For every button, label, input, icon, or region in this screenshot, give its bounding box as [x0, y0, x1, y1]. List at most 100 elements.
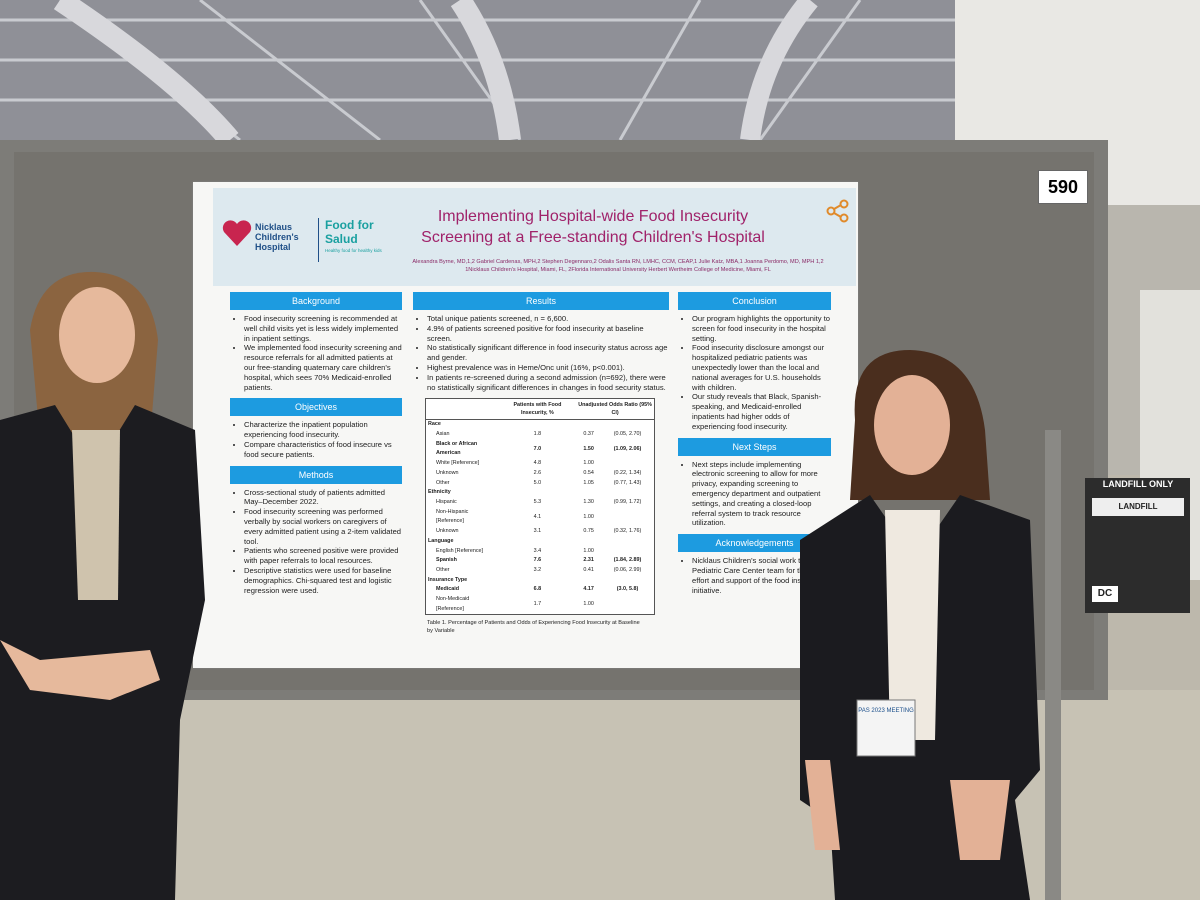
bullet-list: Food insecurity screening is recommended…: [230, 314, 402, 392]
bullet-item: Compare characteristics of food insecure…: [244, 440, 402, 460]
table-row: Spanish 7.6 2.31 (1.84, 2.89): [426, 556, 655, 566]
table-cell: Ethnicity: [428, 489, 451, 496]
bullet-item: Food insecurity disclosure amongst our h…: [692, 343, 831, 392]
badge-text: PAS 2023 MEETING: [858, 708, 914, 714]
table-cell: 1.00: [583, 460, 594, 467]
divider: [318, 218, 319, 262]
table-row: Unknown 2.6 0.54 (0.22, 1.34): [426, 469, 655, 479]
table-row: Non-Hispanic [Reference] 4.1 1.00: [426, 508, 655, 527]
authors: Alexandra Byrne, MD,1,2 Gabriel Cardenas…: [412, 259, 824, 265]
table-row: Medicaid 6.8 4.17 (3.0, 5.8): [426, 585, 655, 595]
table-cell: 6.8: [533, 586, 542, 593]
bullet-list: Next steps include implementing electron…: [678, 460, 831, 529]
table-cell: 1.00: [583, 547, 594, 554]
table-cell: 1.50: [583, 445, 594, 452]
table-cell: (0.77, 1.43): [613, 479, 642, 486]
bullet-list: Nicklaus Children's social work team and…: [678, 556, 831, 595]
food-tagline: Healthy food for healthy kids: [325, 248, 382, 253]
bullet-item: Descriptive statistics were used for bas…: [244, 566, 402, 595]
table-cell: (0.22, 1.34): [613, 469, 642, 476]
table-header: Patients with Food Insecurity, %: [498, 398, 577, 421]
table-cell: 0.54: [583, 469, 594, 476]
table-cell: (3.0, 5.8): [616, 586, 639, 593]
bullet-item: Highest prevalence was in Heme/Onc unit …: [427, 363, 669, 373]
table-row: Race: [426, 420, 655, 430]
table-cell: 7.6: [533, 557, 542, 564]
table-cell: Other: [436, 479, 450, 486]
heart-logo: [222, 220, 252, 246]
poster: Nicklaus Children's Hospital Food for Sa…: [193, 182, 858, 668]
table-row: Language: [426, 537, 655, 547]
table-row: Insurance Type: [426, 576, 655, 586]
table-cell: 4.8: [533, 460, 542, 467]
middle-column: Results Total unique patients screened, n…: [413, 286, 669, 635]
bullet-item: Total unique patients screened, n = 6,60…: [427, 314, 669, 324]
sign-landfill-only: LANDFILL ONLY: [1102, 479, 1174, 489]
food-logo: Food for Salud: [325, 218, 374, 246]
table-cell: 5.3: [533, 499, 542, 505]
bullet-item: We implemented food insecurity screening…: [244, 343, 402, 392]
table-cell: 2.31: [583, 557, 594, 564]
table-row: Hispanic 5.3 1.30 (0.99, 1.72): [426, 498, 655, 508]
table-caption: Table 1. Percentage of Patients and Odds…: [427, 620, 640, 635]
left-column: Background Food insecurity screening is r…: [230, 286, 402, 595]
table-cell: 4.17: [583, 586, 594, 593]
bullet-item: Food insecurity screening is recommended…: [244, 314, 402, 343]
table-cell: Hispanic: [436, 499, 457, 505]
affiliations: 1Nicklaus Children's Hospital, Miami, FL…: [465, 267, 771, 273]
table-cell: 1.30: [583, 499, 594, 505]
table-cell: Non-Medicaid [Reference]: [436, 596, 470, 612]
table-cell: White [Reference]: [436, 460, 480, 467]
section-heading: Acknowledgements: [678, 534, 831, 553]
table-row: English [Reference] 3.4 1.00: [426, 547, 655, 557]
table-cell: (0.05, 2.70): [613, 431, 642, 438]
booth-number: 590: [1038, 170, 1088, 204]
bullet-item: In patients re-screened during a second …: [427, 373, 669, 393]
table-cell: Other: [436, 566, 450, 573]
table-cell: 7.0: [533, 445, 542, 452]
bullet-item: Cross-sectional study of patients admitt…: [244, 488, 402, 508]
table-cell: 0.75: [583, 528, 594, 535]
table-cell: Unknown: [436, 528, 459, 535]
table-cell: 1.00: [583, 513, 594, 520]
section-heading: Methods: [230, 465, 402, 484]
bullet-list: Characterize the inpatient population ex…: [230, 420, 402, 459]
poster-title: Implementing Hospital-wide Food Insecuri…: [421, 208, 765, 246]
table-header-row: Patients with Food Insecurity, % Unadjust…: [425, 398, 655, 421]
table-row: Ethnicity: [426, 488, 655, 498]
table-cell: Race: [428, 421, 441, 428]
table-cell: 0.37: [583, 431, 594, 438]
table-header: [425, 398, 499, 421]
table-cell: Language: [428, 537, 454, 544]
right-column: Conclusion Our program highlights the opp…: [678, 286, 831, 595]
table-cell: 1.00: [583, 600, 594, 607]
poster-authors: Alexandra Byrne, MD,1,2 Gabriel Cardenas…: [383, 258, 853, 274]
bullet-list: Our program highlights the opportunity t…: [678, 314, 831, 432]
table-cell: 0.41: [583, 566, 594, 573]
bullet-item: Nicklaus Children's social work team and…: [692, 556, 831, 595]
table-cell: 4.1: [533, 513, 542, 520]
bullet-item: Next steps include implementing electron…: [692, 460, 831, 529]
sign-landfill: LANDFILL: [1118, 502, 1158, 511]
hospital-logo: Nicklaus Children's Hospital: [255, 222, 299, 252]
table-cell: Non-Hispanic [Reference]: [436, 508, 469, 525]
table-row: Other 5.0 1.05 (0.77, 1.43): [426, 479, 655, 489]
section-heading: Next Steps: [678, 437, 831, 456]
bullet-item: Our program highlights the opportunity t…: [692, 314, 831, 343]
table-cell: (1.84, 2.89): [613, 557, 642, 564]
table-cell: English [Reference]: [436, 547, 484, 554]
table-cell: 3.1: [533, 528, 542, 535]
table-cell: Black or African American: [436, 440, 478, 457]
section-heading: Conclusion: [678, 292, 831, 310]
table-cell: (0.32, 1.76): [613, 528, 642, 535]
table-row: Unknown 3.1 0.75 (0.32, 1.76): [426, 527, 655, 537]
table-row: Black or African American 7.0 1.50 (1.09, 2…: [426, 440, 655, 459]
table-cell: 3.2: [533, 566, 542, 573]
table-cell: 1.05: [583, 479, 594, 486]
table-cell: 3.4: [533, 547, 542, 554]
bullet-item: Patients who screened positive were prov…: [244, 546, 402, 566]
table-header: Unadjusted Odds Ratio (95% CI): [576, 398, 655, 421]
table-cell: 1.7: [533, 600, 542, 607]
